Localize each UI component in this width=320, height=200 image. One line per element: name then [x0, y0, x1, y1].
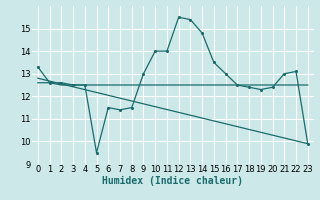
X-axis label: Humidex (Indice chaleur): Humidex (Indice chaleur)	[102, 176, 243, 186]
